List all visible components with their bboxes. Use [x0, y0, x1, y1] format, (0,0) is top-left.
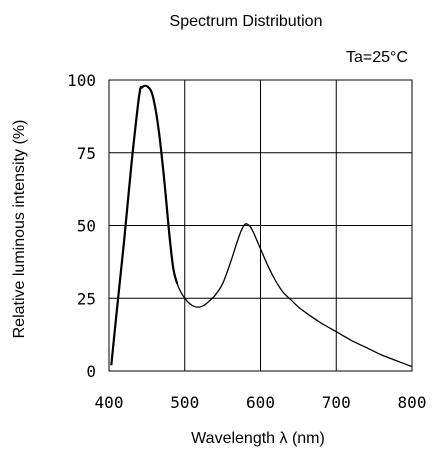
series-line-blue-peak: [110, 84, 179, 366]
series-line-spectrum: [110, 85, 413, 368]
y-tick-labels: 0 25 50 75 100: [67, 71, 96, 381]
x-tick-label-800: 800: [398, 393, 427, 412]
y-tick-label-75: 75: [77, 144, 96, 163]
y-tick-label-100: 100: [67, 71, 96, 90]
plot-area-border: [108, 79, 413, 372]
y-axis-label: Relative luminous intensity (%): [11, 120, 28, 339]
x-tick-label-500: 500: [170, 393, 199, 412]
y-tick-label-25: 25: [77, 289, 96, 308]
x-tick-label-700: 700: [322, 393, 351, 412]
chart-title: Spectrum Distribution: [170, 13, 323, 30]
x-tick-label-600: 600: [246, 393, 275, 412]
y-tick-label-0: 0: [86, 362, 96, 381]
grid: [108, 79, 413, 372]
x-tick-label-400: 400: [95, 393, 124, 412]
y-tick-label-50: 50: [77, 217, 96, 236]
x-axis-label: Wavelength λ (nm): [191, 430, 325, 447]
temperature-annotation: Ta=25°C: [346, 49, 408, 66]
x-tick-labels: 400 500 600 700 800: [95, 393, 427, 412]
